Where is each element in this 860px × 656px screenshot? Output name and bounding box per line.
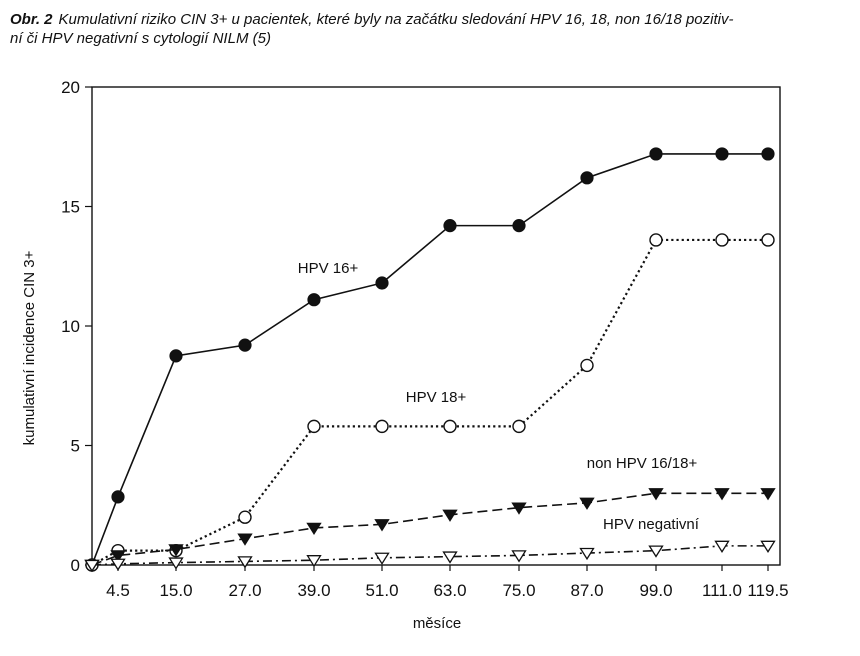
y-axis: 0 5 10 15 20: [61, 78, 92, 575]
data-point: [648, 545, 664, 558]
x-tick-label: 63.0: [433, 581, 466, 600]
data-point: [443, 419, 457, 434]
data-point: [511, 550, 527, 563]
data-point: [84, 559, 100, 573]
series-line: [91, 492, 768, 566]
data-point: [579, 497, 595, 510]
data-point: [237, 556, 253, 569]
figure-caption: Obr. 2 Kumulativní riziko CIN 3+ u pacien…: [10, 10, 850, 48]
data-point: [168, 557, 184, 570]
data-point: [760, 540, 776, 553]
x-tick-label: 4.5: [106, 581, 130, 600]
data-point: [648, 488, 664, 501]
data-point: [110, 550, 126, 563]
y-tick-label: 15: [61, 198, 80, 217]
data-point: [306, 555, 322, 568]
data-point: [307, 293, 321, 307]
x-tick-label: 39.0: [297, 581, 330, 600]
data-point: [580, 171, 594, 185]
data-point: [715, 233, 729, 247]
data-point: [714, 488, 730, 501]
figure-caption-text: Kumulativní riziko CIN 3+ u pacientek, k…: [10, 11, 734, 47]
x-axis: 4.5 15.0 27.0 39.0 51.0 63.0 75.0 87.0 99.0 111.0…: [106, 565, 789, 600]
data-point: [442, 509, 458, 522]
x-tick-label: 27.0: [228, 581, 261, 600]
data-point: [714, 540, 730, 553]
y-tick-label: 10: [61, 317, 80, 336]
data-point: [580, 358, 594, 373]
data-point: [649, 233, 663, 247]
x-tick-label: 15.0: [159, 581, 192, 600]
data-point: [111, 490, 125, 504]
data-point: [237, 533, 253, 546]
data-point: [442, 551, 458, 564]
x-tick-label: 87.0: [570, 581, 603, 600]
series-label: non HPV 16/18+: [587, 455, 698, 472]
series-layer: [84, 147, 776, 573]
x-tick-label: 75.0: [502, 581, 535, 600]
data-point: [761, 233, 775, 247]
data-point: [375, 419, 389, 434]
data-point: [238, 338, 252, 352]
data-point: [761, 147, 775, 161]
data-point: [511, 502, 527, 515]
data-point: [579, 547, 595, 561]
data-point: [169, 349, 183, 363]
data-point: [168, 544, 184, 557]
x-tick-label: 111.0: [702, 581, 742, 600]
y-axis-label: kumulativní incidence CIN 3+: [21, 250, 38, 445]
x-tick-label: 99.0: [639, 581, 672, 600]
x-axis-label: měsíce: [413, 615, 461, 632]
y-tick-label: 20: [61, 78, 80, 97]
data-point: [512, 419, 526, 434]
series-label: HPV negativní: [603, 516, 700, 533]
data-point: [512, 219, 526, 233]
data-point: [760, 488, 776, 501]
series-3: [84, 540, 776, 573]
series-label: HPV 16+: [298, 260, 359, 277]
data-point: [375, 276, 389, 290]
series-labels: HPV 16+ HPV 18+ non HPV 16/18+ HPV negativn…: [298, 260, 700, 533]
series-label: HPV 18+: [406, 389, 467, 406]
series-line: [91, 153, 768, 566]
y-tick-label: 5: [71, 437, 80, 456]
y-tick-label: 0: [71, 556, 80, 575]
data-point: [307, 419, 321, 434]
data-point: [306, 522, 322, 536]
data-point: [443, 219, 457, 233]
data-point: [374, 519, 390, 532]
figure-label: Obr. 2: [10, 11, 53, 28]
x-tick-label: 119.5: [747, 581, 788, 600]
x-tick-label: 51.0: [365, 581, 398, 600]
series-0: [85, 147, 775, 572]
data-point: [715, 147, 729, 161]
series-line: [91, 545, 768, 566]
data-point: [374, 552, 390, 565]
data-point: [238, 510, 252, 524]
data-point: [110, 558, 126, 571]
data-point: [649, 147, 663, 161]
